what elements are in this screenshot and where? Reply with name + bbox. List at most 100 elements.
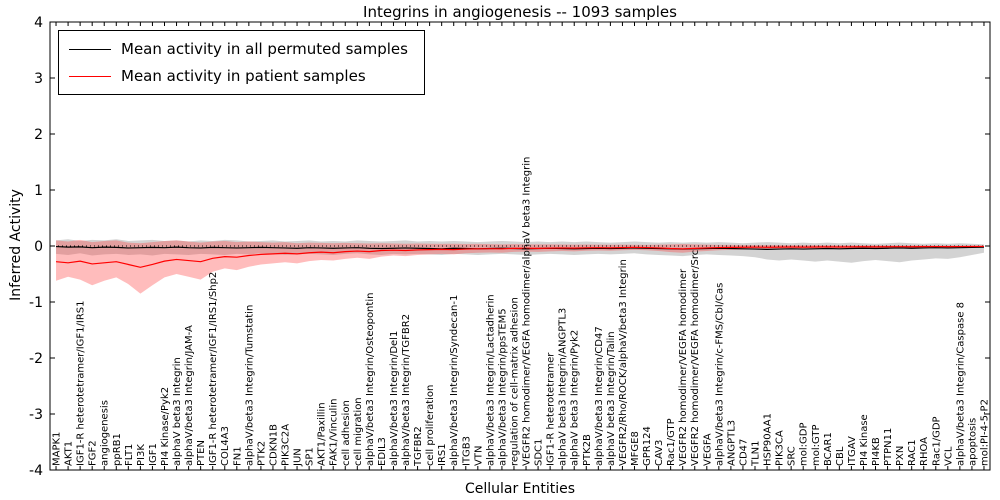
y-tick-label: 3 bbox=[34, 71, 43, 87]
x-tick-label: ppRB1 bbox=[112, 433, 123, 466]
x-tick-label: BCAR1 bbox=[823, 432, 834, 466]
x-tick-label: FAK1/Vinculin bbox=[329, 399, 340, 466]
x-tick-label: PIK3CA bbox=[775, 430, 786, 466]
x-tick-label: SP1 bbox=[305, 447, 316, 466]
x-tick-label: CAV3 bbox=[654, 440, 665, 466]
y-tick-label: 2 bbox=[34, 127, 43, 143]
legend-label-permuted: Mean activity in all permuted samples bbox=[121, 40, 408, 58]
x-tick-label: PTK2B bbox=[582, 434, 593, 466]
x-tick-label: CBL bbox=[835, 446, 846, 466]
plot-frame bbox=[49, 21, 991, 471]
x-tick-label: FGF2 bbox=[88, 440, 99, 466]
x-tick-label: regulation of cell-matrix adhesion bbox=[509, 297, 520, 466]
x-tick-label: IGF1-R heterotetramer/IGF1/IRS1/Shp2 bbox=[208, 272, 219, 466]
x-tick-label: MFGE8 bbox=[630, 431, 641, 466]
x-tick-label: VEGFA bbox=[702, 433, 713, 466]
x-tick-label: ITGB3 bbox=[461, 436, 472, 466]
x-tick-label: alphaV beta3 Integrin/ANGPTL3 bbox=[558, 308, 569, 466]
y-tick-label: 1 bbox=[34, 183, 43, 199]
x-tick-label: JUN bbox=[293, 448, 304, 467]
x-tick-label: PTK2 bbox=[256, 441, 267, 466]
x-tick-label: alphaV/beta3 Integrin/TGFBR2 bbox=[401, 314, 412, 466]
x-tick-label: RHOA bbox=[919, 437, 930, 466]
x-tick-label: VTN bbox=[473, 446, 484, 466]
y-tick-label: -1 bbox=[29, 295, 43, 311]
x-tick-label: RAC1 bbox=[907, 439, 918, 466]
x-tick-label: PIK3C2A bbox=[281, 424, 292, 466]
x-tick-label: PI4 Kinase/Pyk2 bbox=[160, 387, 171, 466]
x-tick-label: IGF1 bbox=[148, 443, 159, 466]
x-tick-label: alphaV/beta3 Integrin/JAM-A bbox=[184, 325, 195, 466]
x-tick-label: TLN1 bbox=[751, 440, 762, 467]
y-axis-label: Inferred Activity bbox=[8, 189, 24, 301]
x-tick-label: IGF1-R heterotetramer/IGF1/IRS1 bbox=[76, 300, 87, 466]
x-tick-label: VCL bbox=[943, 446, 954, 466]
x-tick-label: alphaV beta3 Integrin/Pyk2 bbox=[570, 330, 581, 466]
x-tick-label: PI4 Kinase bbox=[859, 414, 870, 466]
x-tick-label: PXN bbox=[895, 446, 906, 466]
x-tick-label: alphaV/beta3 Integrin/Caspase 8 bbox=[955, 302, 966, 466]
x-tick-label: alphaV/beta3 Integrin/Del1 bbox=[389, 331, 400, 466]
x-tick-label: HSP90AA1 bbox=[763, 413, 774, 466]
x-tick-label: alphaV/beta3 Integrin/Tumstatin bbox=[244, 305, 255, 466]
x-tick-label: alphaV beta3 Integrin/Talin bbox=[606, 331, 617, 466]
x-tick-label: ANGPTL3 bbox=[726, 420, 737, 466]
y-tick-label: 4 bbox=[34, 15, 43, 31]
y-tick-label: -4 bbox=[29, 463, 43, 479]
x-tick-label: alphaV/beta3 Integrin/ppsTEM5 bbox=[497, 308, 508, 466]
x-tick-label: alphaV/beta3 Integrin/Lactadherin bbox=[485, 294, 496, 466]
x-tick-label: COL4A3 bbox=[220, 426, 231, 466]
x-tick-label: Rac1/GTP bbox=[666, 418, 677, 466]
x-tick-label: CD47 bbox=[738, 439, 749, 466]
legend: Mean activity in all permuted samples Me… bbox=[58, 30, 425, 95]
x-tick-label: MAPK1 bbox=[52, 432, 63, 466]
x-axis-label: Cellular Entities bbox=[464, 481, 576, 497]
y-tick-label: 0 bbox=[34, 239, 43, 255]
x-tick-label: alphaV beta3 Integrin bbox=[172, 357, 183, 466]
legend-entry-permuted: Mean activity in all permuted samples bbox=[69, 40, 408, 58]
x-tick-label: PTEN bbox=[196, 440, 207, 466]
legend-label-patient: Mean activity in patient samples bbox=[121, 67, 366, 85]
x-tick-label: AKT1 bbox=[64, 441, 75, 466]
x-tick-label: PI3K bbox=[136, 444, 147, 466]
x-tick-label: alphaV/beta3 Integrin/CD47 bbox=[594, 326, 605, 466]
x-tick-label: EDIL3 bbox=[377, 437, 388, 466]
legend-line-red bbox=[69, 75, 111, 77]
x-tick-label: CDKN1B bbox=[268, 424, 279, 466]
x-tick-label: cell adhesion bbox=[341, 400, 352, 466]
chart-title: Integrins in angiogenesis -- 1093 sample… bbox=[363, 3, 677, 21]
x-tick-label: VEGFR2 homodimer/VEGFA homodimer bbox=[678, 268, 689, 466]
x-tick-label: cell migration bbox=[353, 397, 364, 466]
x-tick-label: mol:PI-4-5-P2 bbox=[979, 399, 990, 466]
x-tick-label: FLT1 bbox=[124, 444, 135, 466]
legend-line-black bbox=[69, 48, 111, 50]
x-tick-label: TGFBR2 bbox=[413, 426, 424, 467]
legend-entry-patient: Mean activity in patient samples bbox=[69, 67, 408, 85]
x-tick-label: VEGFR2 homodimer/VEGFA homodimer/alphaV … bbox=[522, 157, 533, 466]
x-tick-label: mol:GTP bbox=[811, 424, 822, 466]
x-tick-label: apoptosis bbox=[967, 418, 978, 466]
x-tick-label: alphaV/beta3 Integrin/Syndecan-1 bbox=[449, 295, 460, 466]
x-tick-label: VEGFR2/Rho/ROCK/alphaV/beta3 Integrin bbox=[618, 259, 629, 466]
x-tick-label: angiogenesis bbox=[100, 400, 111, 466]
x-tick-label: ITGAV bbox=[847, 436, 858, 466]
x-tick-label: mol:GDP bbox=[799, 423, 810, 467]
y-tick-label: -2 bbox=[29, 351, 43, 367]
x-tick-label: SDC1 bbox=[534, 439, 545, 466]
x-tick-label: FN1 bbox=[232, 446, 243, 466]
x-tick-label: SRC bbox=[787, 446, 798, 466]
x-tick-label: GPR124 bbox=[642, 426, 653, 466]
y-tick-label: -3 bbox=[29, 407, 43, 423]
x-tick-label: AKT1/Paxillin bbox=[317, 402, 328, 466]
x-tick-label: VEGFR2 homodimer/VEGFA homodimer/Src bbox=[690, 250, 701, 466]
permuted-band bbox=[56, 239, 984, 263]
x-tick-label: IGF1-R heterotetramer bbox=[546, 352, 557, 466]
x-tick-label: alphaV/beta3 Integrin/Osteopontin bbox=[365, 293, 376, 466]
x-tick-label: alphaV/beta3 Integrin/c-FMS/Cbl/Cas bbox=[714, 283, 725, 466]
x-tick-label: cell proliferation bbox=[425, 385, 436, 466]
x-tick-label: PTPN11 bbox=[883, 428, 894, 466]
patient-mean-line bbox=[55, 245, 984, 268]
x-tick-label: PI4KB bbox=[871, 437, 882, 466]
